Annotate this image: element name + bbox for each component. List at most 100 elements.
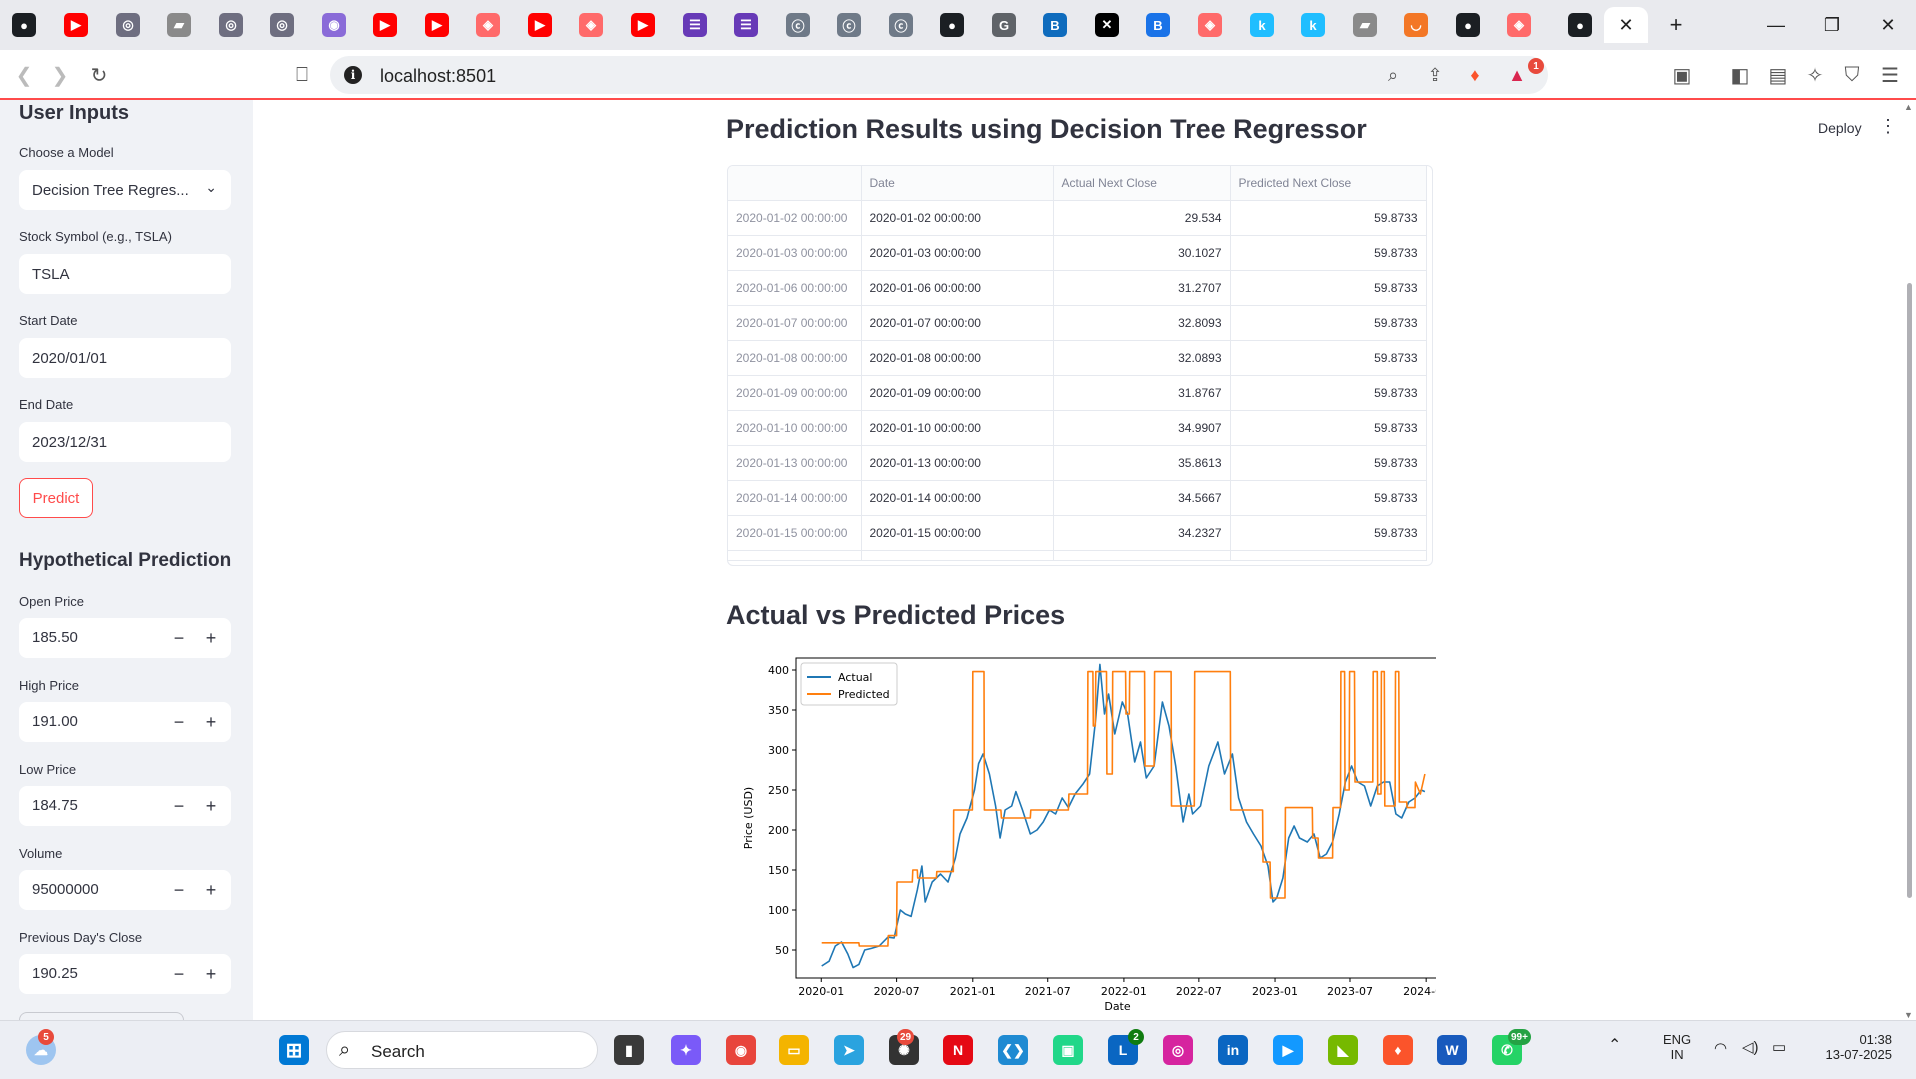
site-info-icon[interactable]: i [344,66,362,84]
address-bar[interactable]: i localhost:8501 ⌕ ⇪ ♦ ▲ 1 [330,56,1548,94]
index-cell[interactable]: 2020-01-02 00:00:00 [728,200,862,236]
x-icon[interactable]: ✕ [1095,13,1119,37]
copilot-icon[interactable]: ✦ [671,1035,701,1065]
pycharm-icon[interactable]: ▣ [1053,1035,1083,1065]
prev-close-decrement[interactable]: − [173,963,185,984]
actual-close-cell[interactable]: 34.9907 [1053,410,1231,446]
index-cell[interactable]: 2020-01-03 00:00:00 [728,235,862,271]
actual-close-cell[interactable]: 31.8767 [1053,375,1231,411]
window-close-button[interactable]: ✕ [1880,14,1896,35]
streamlit-icon[interactable]: ◈ [1507,13,1531,37]
index-cell[interactable]: 2020-01-15 00:00:00 [728,515,862,551]
end-date-input[interactable]: 2023/12/31 [19,422,231,462]
main-menu-icon[interactable]: ⋮ [1879,116,1897,136]
zoom-icon[interactable]: ⌕ [1387,64,1399,85]
predicted-close-cell[interactable]: 59.8733 [1230,200,1427,236]
wallet-icon[interactable]: ▤ [1768,64,1788,87]
share-icon[interactable]: ⇪ [1427,64,1443,85]
scroll-down-icon[interactable]: ▼ [1904,1010,1913,1020]
netflix-icon[interactable]: N [943,1035,973,1065]
date-cell[interactable]: 2020-01-09 00:00:00 [861,375,1054,411]
volume-increment[interactable]: + [205,879,217,900]
actual-close-cell[interactable]: 35.8613 [1053,445,1231,481]
kaggle-icon[interactable]: k [1250,13,1274,37]
sidebar-toggle-icon[interactable]: ◧ [1730,64,1750,87]
claude-icon[interactable]: ▰ [1353,13,1377,37]
vpn-icon[interactable]: ⛉ [1844,63,1860,86]
youtube-icon[interactable]: ▶ [373,13,397,37]
low-price-decrement[interactable]: − [173,795,185,816]
index-cell[interactable]: 2020-01-13 00:00:00 [728,445,862,481]
task-view-icon[interactable]: ▮ [614,1035,644,1065]
vscode-icon[interactable]: ❮❯ [998,1035,1028,1065]
actual-close-cell[interactable]: 29.534 [1053,200,1231,236]
main-scrollbar[interactable] [1907,283,1912,898]
date-cell[interactable]: 2020-01-06 00:00:00 [861,270,1054,306]
language-indicator[interactable]: ENG IN [1663,1032,1691,1062]
predicted-close-cell[interactable]: 59.8733 [1230,480,1427,516]
forms-icon[interactable]: ☰ [683,13,707,37]
index-cell[interactable]: 2020-01-07 00:00:00 [728,305,862,341]
github-icon[interactable]: ● [1568,13,1592,37]
predicted-close-cell[interactable]: 59.8733 [1230,305,1427,341]
index-cell[interactable]: 2020-01-06 00:00:00 [728,270,862,306]
openai-icon[interactable]: ◎ [116,13,140,37]
youtube-icon[interactable]: ▶ [425,13,449,37]
date-cell[interactable]: 2020-01-13 00:00:00 [861,445,1054,481]
predicted-column-header[interactable]: Predicted Next Close [1230,166,1427,201]
date-cell[interactable]: 2020-01-14 00:00:00 [861,480,1054,516]
date-cell[interactable]: 2020-01-07 00:00:00 [861,305,1054,341]
bookmark-icon[interactable]: ⎕ [296,63,308,86]
active-tab-close-icon[interactable]: ✕ [1604,7,1648,43]
predicted-close-cell[interactable]: 59.8733 [1230,375,1427,411]
back-icon[interactable]: ❮ [15,64,33,87]
date-cell[interactable]: 2020-01-02 00:00:00 [861,200,1054,236]
high-price-input[interactable]: 191.00 − + [19,702,231,742]
open-price-input[interactable]: 185.50 − + [19,618,231,658]
github-icon[interactable]: ● [1456,13,1480,37]
model-select[interactable]: Decision Tree Regres... ⌄ [19,170,231,210]
kaggle-icon[interactable]: k [1301,13,1325,37]
predicted-close-cell[interactable]: 59.8733 [1230,270,1427,306]
bing-icon[interactable]: B [1043,13,1067,37]
streamlit-icon[interactable]: ◈ [1198,13,1222,37]
hidden-button-edge[interactable] [19,1012,184,1020]
jupyter-icon[interactable]: ◡ [1404,13,1428,37]
actual-close-cell[interactable]: 32.8093 [1053,305,1231,341]
low-price-input[interactable]: 184.75 − + [19,786,231,826]
date-cell[interactable]: 2020-01-03 00:00:00 [861,235,1054,271]
new-tab-icon[interactable]: + [1669,12,1683,37]
telegram-icon[interactable]: ➤ [834,1035,864,1065]
actual-close-cell[interactable]: 34.5667 [1053,480,1231,516]
predicted-close-cell[interactable]: 59.8733 [1230,235,1427,271]
date-cell[interactable]: 2020-01-10 00:00:00 [861,410,1054,446]
high-price-increment[interactable]: + [205,711,217,732]
prev-close-input[interactable]: 190.25 − + [19,954,231,994]
youtube-icon[interactable]: ▶ [528,13,552,37]
actual-column-header[interactable]: Actual Next Close [1053,166,1231,201]
github-icon[interactable]: ● [940,13,964,37]
date-column-header[interactable]: Date [861,166,1054,201]
bing-icon[interactable]: B [1146,13,1170,37]
start-date-input[interactable]: 2020/01/01 [19,338,231,378]
word-icon[interactable]: W [1437,1035,1467,1065]
reader-mode-icon[interactable]: ▣ [1672,64,1692,87]
index-cell[interactable]: 2020-01-09 00:00:00 [728,375,862,411]
linkedin-learning-icon[interactable]: L [1108,1035,1138,1065]
volume-icon[interactable]: ◁) [1742,1039,1759,1056]
index-cell[interactable]: 2020-01-10 00:00:00 [728,410,862,446]
chatgpt-icon[interactable]: ✺ [889,1035,919,1065]
date-cell[interactable]: 2020-01-15 00:00:00 [861,515,1054,551]
volume-decrement[interactable]: − [173,879,185,900]
leo-ai-icon[interactable]: ✧ [1806,64,1824,87]
chrome-icon[interactable]: ◉ [726,1035,756,1065]
windows-start-icon[interactable]: ⊞ [279,1035,309,1065]
symbol-input[interactable]: TSLA [19,254,231,294]
low-price-increment[interactable]: + [205,795,217,816]
openai-icon[interactable]: ◎ [270,13,294,37]
index-cell[interactable]: 2020-01-08 00:00:00 [728,340,862,376]
streamlit-icon[interactable]: ◈ [579,13,603,37]
scroll-up-icon[interactable]: ▲ [1904,102,1913,112]
reload-icon[interactable]: ↻ [90,64,108,87]
forms-icon[interactable]: ☰ [734,13,758,37]
